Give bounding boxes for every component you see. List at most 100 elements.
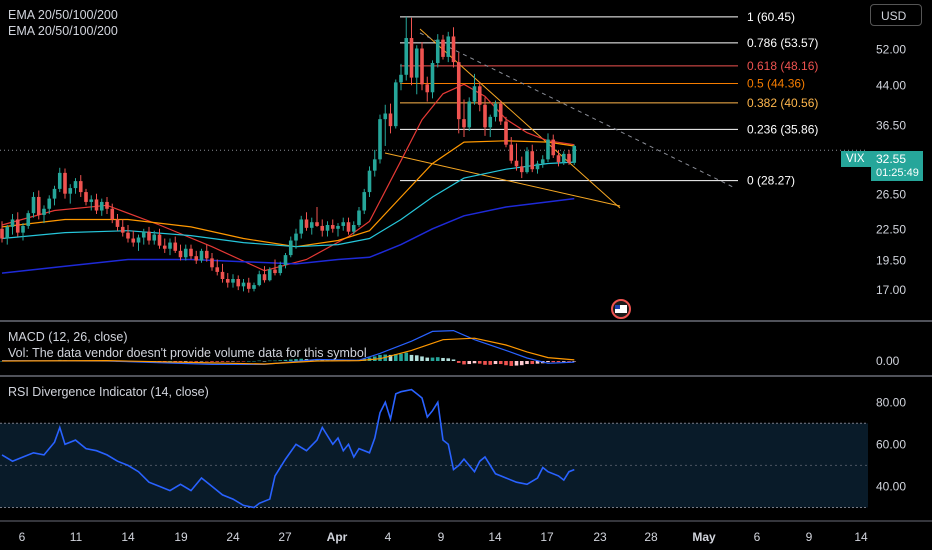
macd-histogram-bar [210,361,214,362]
y-tick-label: 44.00 [876,78,906,92]
x-tick-label: 27 [278,530,292,544]
candle-body [141,231,146,238]
macd-histogram-bar [488,361,493,365]
candle-body [89,199,94,202]
candle-body [462,119,466,128]
x-tick-label: 4 [385,530,392,544]
ema-legend-2: EMA 20/50/100/200 [8,24,118,38]
macd-histogram-bar [509,361,514,366]
candle-body [446,36,451,57]
candle-body [273,269,277,274]
candle-body [73,181,78,189]
candle-body [294,233,298,241]
candle-body [357,210,361,226]
macd-histogram-bar [236,361,241,362]
x-tick-label: 11 [70,530,83,544]
currency-button[interactable]: USD [870,4,922,26]
rsi-band [0,423,868,508]
candle-body [215,267,220,272]
macd-histogram-bar [504,361,508,366]
candle-body [47,198,52,209]
candle-body [84,192,88,202]
candle-body [288,240,293,256]
macd-histogram-bar [519,361,524,366]
candle-body [388,113,393,127]
macd-histogram-bar [246,361,251,362]
candle-body [68,188,73,194]
candle-body [204,250,209,259]
macd-histogram-bar [241,361,246,362]
x-tick-label: 23 [593,530,607,544]
candle-body [404,38,409,75]
macd-histogram-bar [567,361,571,362]
candle-body [330,225,335,229]
candle-body [220,271,225,279]
rsi-title: RSI Divergence Indicator (14, close) [8,385,209,399]
candle-body [456,62,461,120]
macd-histogram-bar [498,361,503,365]
candle-body [530,151,535,170]
candle-body [420,48,424,85]
candle-body [120,226,125,233]
candle-body [546,139,550,160]
candle-body [26,213,31,226]
macd-histogram-bar [220,361,225,362]
macd-histogram-bar [525,361,529,365]
candle-body [535,163,540,170]
x-tick-label: 14 [121,530,135,544]
macd-zero-label: 0.00 [876,354,900,368]
macd-histogram-bar [483,361,487,365]
candle-body [168,242,172,249]
macd-histogram-bar [467,361,472,365]
rsi-tick-label: 80.00 [876,395,906,409]
fib-level-label: 0.618 (48.16) [747,59,818,73]
candle-body [52,188,57,199]
macd-histogram-bar [551,361,556,363]
candle-body [362,192,367,211]
candle-body [483,104,487,128]
macd-histogram-bar [378,354,382,361]
y-tick-label: 17.00 [876,283,906,297]
candle-body [105,201,109,209]
macd-histogram-bar [189,361,193,362]
candle-body [94,199,99,211]
macd-line [1,329,575,365]
candle-body [241,282,246,287]
macd-histogram-bar [472,361,477,364]
candle-body [178,250,183,258]
candle-body [231,278,235,283]
x-tick-label: 17 [540,530,554,544]
candle-body [525,151,529,173]
fib-level-label: 0 (28.27) [747,174,795,188]
macd-histogram-bar [225,361,230,362]
ema-legend-1: EMA 20/50/100/200 [8,8,118,22]
y-tick-label: 26.50 [876,188,906,202]
candle-body [351,225,356,232]
candle-body [372,159,377,171]
y-tick-label: 22.50 [876,223,906,237]
y-tick-label: 52.00 [876,42,906,56]
macd-histogram-bar [262,361,267,362]
last-price-tag: 32.55 01:25:49 [871,151,923,181]
macd-histogram-bar [204,361,209,362]
candle-body [110,208,115,220]
x-tick-label: 9 [438,530,445,544]
candle-body [488,116,493,128]
macd-histogram-bar [430,357,435,361]
signal-line [1,337,575,365]
candle-body [57,172,62,189]
candle-body [225,278,230,283]
candle-body [567,153,571,163]
macd-histogram-bar [315,359,319,361]
candle-body [378,119,382,160]
candle-body [136,237,141,243]
event-flag-icon [615,305,627,313]
candle-body [504,121,508,145]
candle-body [173,242,178,251]
macd-histogram-bar [194,361,199,362]
macd-histogram-bar [183,361,188,362]
candle-body [252,285,256,289]
candle-body [299,219,304,234]
candle-body [189,248,193,257]
